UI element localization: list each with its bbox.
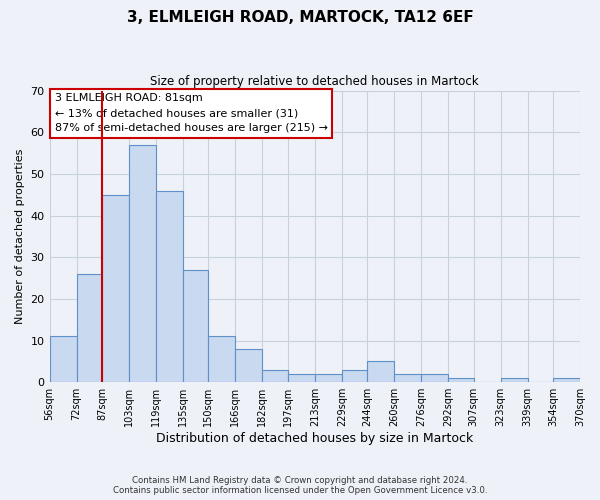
Bar [262,370,288,382]
Bar [315,374,342,382]
Bar [553,378,580,382]
Bar [394,374,421,382]
X-axis label: Distribution of detached houses by size in Martock: Distribution of detached houses by size … [156,432,473,445]
Bar [156,190,183,382]
Bar [77,274,102,382]
Y-axis label: Number of detached properties: Number of detached properties [15,148,25,324]
Title: Size of property relative to detached houses in Martock: Size of property relative to detached ho… [151,75,479,88]
Bar [342,370,367,382]
Bar [367,362,394,382]
Bar [50,336,77,382]
Bar [500,378,527,382]
Bar [288,374,315,382]
Bar [129,144,156,382]
Bar [235,349,262,382]
Bar [448,378,473,382]
Text: Contains HM Land Registry data © Crown copyright and database right 2024.
Contai: Contains HM Land Registry data © Crown c… [113,476,487,495]
Bar [183,270,208,382]
Text: 3, ELMLEIGH ROAD, MARTOCK, TA12 6EF: 3, ELMLEIGH ROAD, MARTOCK, TA12 6EF [127,10,473,25]
Bar [102,194,129,382]
Text: 3 ELMLEIGH ROAD: 81sqm
← 13% of detached houses are smaller (31)
87% of semi-det: 3 ELMLEIGH ROAD: 81sqm ← 13% of detached… [55,94,328,133]
Bar [208,336,235,382]
Bar [421,374,448,382]
